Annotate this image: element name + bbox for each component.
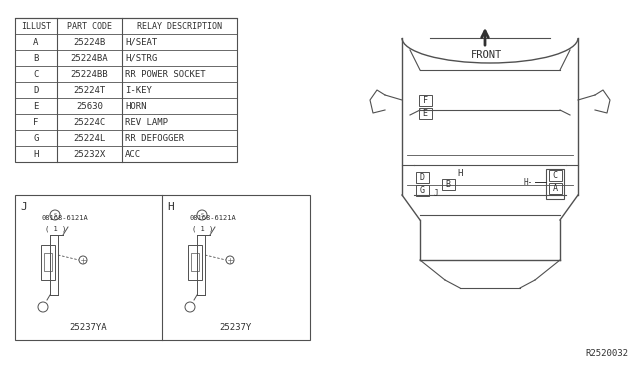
- Bar: [442, 179, 454, 189]
- Text: B: B: [445, 180, 451, 189]
- Text: A: A: [552, 183, 557, 192]
- Text: G: G: [419, 186, 424, 195]
- Bar: [191, 253, 199, 271]
- Text: J: J: [20, 202, 27, 212]
- Bar: [548, 170, 561, 180]
- Text: H: H: [167, 202, 173, 212]
- Text: F: F: [33, 118, 38, 126]
- Text: H/STRG: H/STRG: [125, 54, 157, 62]
- Text: ( 1 ): ( 1 ): [192, 225, 213, 231]
- Text: G: G: [33, 134, 38, 142]
- Text: 25224BA: 25224BA: [70, 54, 108, 62]
- Text: RR DEFOGGER: RR DEFOGGER: [125, 134, 184, 142]
- Text: 25224BB: 25224BB: [70, 70, 108, 78]
- Text: 25224T: 25224T: [74, 86, 106, 94]
- Text: HORN: HORN: [125, 102, 147, 110]
- Text: 25630: 25630: [76, 102, 103, 110]
- Text: R2520032: R2520032: [585, 349, 628, 358]
- Bar: [15, 18, 237, 162]
- Text: 08168-6121A: 08168-6121A: [189, 215, 236, 221]
- Text: RELAY DESCRIPTION: RELAY DESCRIPTION: [137, 22, 222, 31]
- Text: PART CODE: PART CODE: [67, 22, 112, 31]
- Text: ( 1 ): ( 1 ): [45, 225, 67, 231]
- Text: H: H: [458, 169, 463, 177]
- Text: I-KEY: I-KEY: [125, 86, 152, 94]
- Bar: [419, 94, 431, 106]
- Text: 25232X: 25232X: [74, 150, 106, 158]
- Bar: [415, 171, 429, 183]
- Text: H/SEAT: H/SEAT: [125, 38, 157, 46]
- Text: C: C: [552, 170, 557, 180]
- Bar: [188, 245, 202, 280]
- Bar: [419, 108, 431, 119]
- Text: ILLUST: ILLUST: [21, 22, 51, 31]
- Text: 25237YA: 25237YA: [69, 323, 107, 332]
- Bar: [44, 253, 52, 271]
- Text: D: D: [33, 86, 38, 94]
- Text: REV LAMP: REV LAMP: [125, 118, 168, 126]
- Text: 08168-6121A: 08168-6121A: [42, 215, 89, 221]
- Text: FRONT: FRONT: [472, 50, 502, 60]
- Text: J: J: [434, 189, 438, 198]
- Text: A: A: [33, 38, 38, 46]
- Text: 25224B: 25224B: [74, 38, 106, 46]
- Text: S: S: [53, 212, 56, 218]
- Text: RR POWER SOCKET: RR POWER SOCKET: [125, 70, 205, 78]
- Text: H: H: [33, 150, 38, 158]
- Text: E: E: [33, 102, 38, 110]
- Text: ACC: ACC: [125, 150, 141, 158]
- Bar: [548, 183, 561, 193]
- Text: 25224L: 25224L: [74, 134, 106, 142]
- Text: D: D: [419, 173, 424, 182]
- Text: F: F: [422, 96, 428, 105]
- Text: E: E: [422, 109, 428, 118]
- Bar: [546, 169, 564, 199]
- Text: 25224C: 25224C: [74, 118, 106, 126]
- Bar: [41, 245, 55, 280]
- Text: C: C: [33, 70, 38, 78]
- Text: S: S: [200, 212, 204, 218]
- Bar: [415, 185, 429, 196]
- Text: 25237Y: 25237Y: [219, 323, 251, 332]
- Text: B: B: [33, 54, 38, 62]
- Text: H-: H-: [524, 177, 533, 186]
- Bar: [15, 195, 310, 340]
